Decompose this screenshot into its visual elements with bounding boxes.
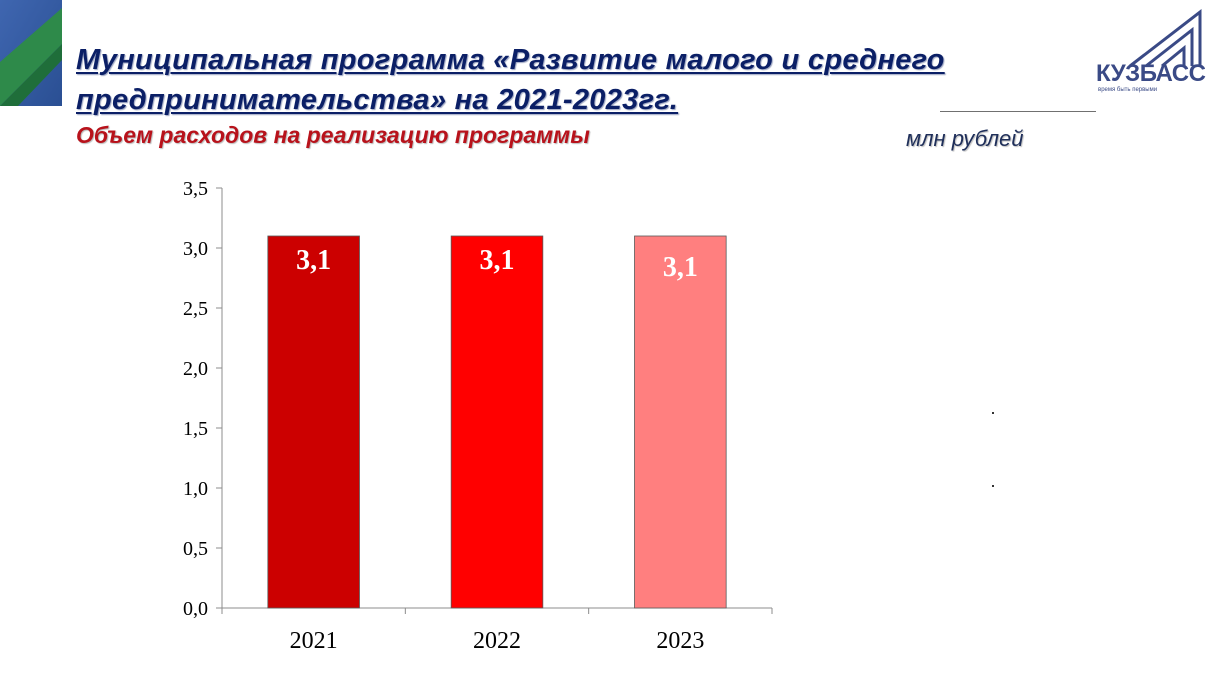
stray-dot xyxy=(992,412,994,414)
y-tick-label: 3,5 xyxy=(183,178,208,200)
logo-tagline: время быть первыми xyxy=(1098,87,1158,93)
logo-wordmark: КУЗБАСС xyxy=(1096,60,1206,87)
data-label: 3,1 xyxy=(480,245,515,276)
y-tick-label: 2,0 xyxy=(183,358,208,380)
bar-2022 xyxy=(450,235,544,609)
y-tick-label: 0,5 xyxy=(183,538,208,560)
data-label: 3,1 xyxy=(296,245,331,276)
chart-subtitle: Объем расходов на реализацию программы xyxy=(76,122,590,148)
corner-decoration xyxy=(0,0,62,106)
unit-label: млн рублей xyxy=(906,126,1024,151)
bar-2021 xyxy=(267,235,360,609)
x-tick-label: 2023 xyxy=(656,628,704,654)
page-title: Муниципальная программа «Развитие малого… xyxy=(76,44,945,116)
stray-dot xyxy=(992,485,994,487)
data-label: 3,1 xyxy=(663,252,698,283)
y-tick-label: 1,0 xyxy=(183,478,208,500)
y-tick-label: 1,5 xyxy=(183,418,208,440)
x-tick-label: 2021 xyxy=(290,628,338,654)
y-tick-label: 0,0 xyxy=(183,598,208,620)
y-tick-label: 3,0 xyxy=(183,238,208,260)
header-divider xyxy=(940,111,1096,112)
bar-2023 xyxy=(634,235,727,609)
kuzbass-logo-icon xyxy=(1129,8,1202,68)
y-tick-label: 2,5 xyxy=(183,298,208,320)
x-tick-label: 2022 xyxy=(473,628,521,654)
